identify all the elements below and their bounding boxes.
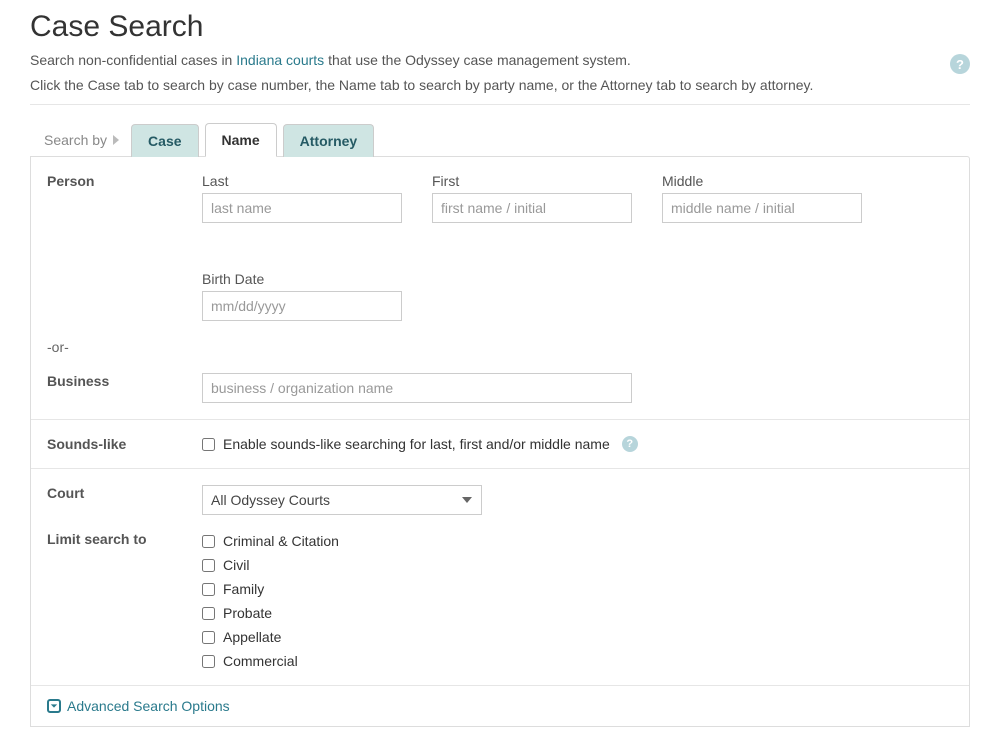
limit-option-label: Commercial [223, 653, 298, 669]
business-label: Business [47, 373, 202, 389]
sounds-like-label: Sounds-like [47, 436, 202, 452]
limit-checkbox[interactable] [202, 655, 215, 668]
limit-option-label: Family [223, 581, 264, 597]
middle-label: Middle [662, 173, 862, 189]
sounds-like-section: Sounds-like Enable sounds-like searching… [31, 420, 969, 469]
sounds-like-text: Enable sounds-like searching for last, f… [223, 436, 610, 452]
limit-item: Family [202, 581, 339, 597]
intro-line-2: Click the Case tab to search by case num… [30, 75, 970, 96]
header-divider [30, 104, 970, 105]
limit-option-label: Probate [223, 605, 272, 621]
limit-checkbox[interactable] [202, 559, 215, 572]
expand-icon [47, 699, 61, 713]
page-title: Case Search [30, 10, 970, 44]
first-name-input[interactable] [432, 193, 632, 223]
limit-list: Criminal & Citation Civil Family Probate App… [202, 533, 339, 669]
person-label: Person [47, 173, 202, 189]
birth-label: Birth Date [202, 271, 402, 287]
last-label: Last [202, 173, 402, 189]
chevron-right-icon [111, 135, 121, 145]
court-selected-value: All Odyssey Courts [211, 492, 330, 508]
birth-date-input[interactable] [202, 291, 402, 321]
court-label: Court [47, 485, 202, 501]
limit-option-label: Appellate [223, 629, 281, 645]
indiana-courts-link[interactable]: Indiana courts [236, 52, 324, 68]
person-section: Person Last First Middle [31, 157, 969, 420]
search-panel: Person Last First Middle [30, 156, 970, 727]
limit-item: Appellate [202, 629, 339, 645]
tab-row: Search by Case Name Attorney [44, 123, 970, 156]
first-label: First [432, 173, 632, 189]
search-by-label: Search by [44, 132, 121, 156]
tab-name[interactable]: Name [205, 123, 277, 157]
limit-item: Probate [202, 605, 339, 621]
sounds-like-help-icon[interactable]: ? [622, 436, 638, 452]
intro-pre: Search non-confidential cases in [30, 52, 236, 68]
advanced-label: Advanced Search Options [67, 698, 230, 714]
limit-checkbox[interactable] [202, 583, 215, 596]
limit-item: Commercial [202, 653, 339, 669]
limit-option-label: Civil [223, 557, 249, 573]
tab-attorney[interactable]: Attorney [283, 124, 375, 157]
limit-checkbox[interactable] [202, 631, 215, 644]
limit-label: Limit search to [47, 531, 202, 547]
or-label: -or- [47, 339, 202, 355]
limit-item: Criminal & Citation [202, 533, 339, 549]
middle-name-input[interactable] [662, 193, 862, 223]
limit-option-label: Criminal & Citation [223, 533, 339, 549]
search-by-text: Search by [44, 132, 107, 148]
limit-item: Civil [202, 557, 339, 573]
help-icon[interactable]: ? [950, 54, 970, 74]
sounds-like-checkbox[interactable] [202, 438, 215, 451]
business-name-input[interactable] [202, 373, 632, 403]
advanced-search-toggle[interactable]: Advanced Search Options [31, 686, 969, 726]
last-name-input[interactable] [202, 193, 402, 223]
limit-checkbox[interactable] [202, 535, 215, 548]
chevron-down-icon [461, 494, 473, 506]
court-section: Court All Odyssey Courts Limit search to… [31, 469, 969, 686]
court-select[interactable]: All Odyssey Courts [202, 485, 482, 515]
intro-post: that use the Odyssey case management sys… [324, 52, 631, 68]
limit-checkbox[interactable] [202, 607, 215, 620]
tab-case[interactable]: Case [131, 124, 198, 157]
intro-line-1: Search non-confidential cases in Indiana… [30, 50, 970, 71]
